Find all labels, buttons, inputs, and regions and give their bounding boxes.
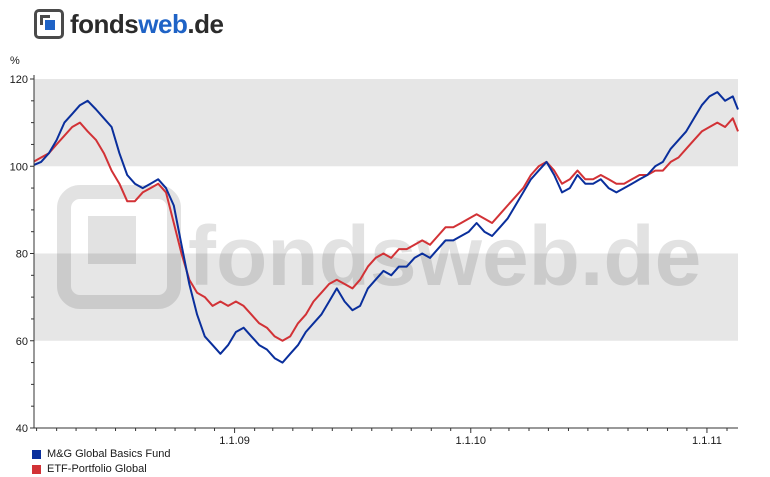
- legend-label-series-2: ETF-Portfolio Global: [47, 463, 147, 475]
- watermark: fondsweb.de: [57, 185, 701, 309]
- y-tick-label-100: 100: [10, 161, 28, 173]
- legend-swatch-series-2: [32, 465, 41, 474]
- x-tick-label-1.1.11: 1.1.11: [692, 435, 722, 447]
- legend-item-series-2: ETF-Portfolio Global: [32, 462, 171, 477]
- logo-text-part2: web: [138, 9, 188, 39]
- x-tick-label-1.1.09: 1.1.09: [219, 435, 250, 447]
- logo-text-part3: .de: [187, 9, 224, 39]
- series-line-1: [33, 91, 739, 364]
- grid-band-1: [34, 79, 738, 167]
- watermark-logo-icon: [57, 185, 181, 309]
- y-axis-unit-label: %: [10, 55, 20, 67]
- x-tick-label-1.1.10: 1.1.10: [455, 435, 486, 447]
- watermark-text: fondsweb.de: [188, 209, 701, 303]
- legend-item-series-1: M&G Global Basics Fund: [32, 447, 171, 462]
- chart-legend: M&G Global Basics Fund ETF-Portfolio Glo…: [32, 447, 171, 477]
- legend-label-series-1: M&G Global Basics Fund: [47, 448, 171, 460]
- y-tick-label-120: 120: [10, 74, 28, 86]
- y-tick-label-40: 40: [16, 423, 28, 435]
- fondsweb-logo[interactable]: fondsweb.de: [34, 8, 224, 40]
- series-line-2: [33, 117, 739, 342]
- y-tick-label-60: 60: [16, 336, 28, 348]
- legend-swatch-series-1: [32, 450, 41, 459]
- logo-text-part1: fonds: [70, 9, 139, 39]
- logo-icon: [34, 9, 64, 39]
- grid-band-2: [34, 253, 738, 341]
- y-tick-label-80: 80: [16, 249, 28, 261]
- watermark-logo-square: [88, 216, 136, 264]
- logo-wordmark: fondsweb.de: [70, 9, 224, 39]
